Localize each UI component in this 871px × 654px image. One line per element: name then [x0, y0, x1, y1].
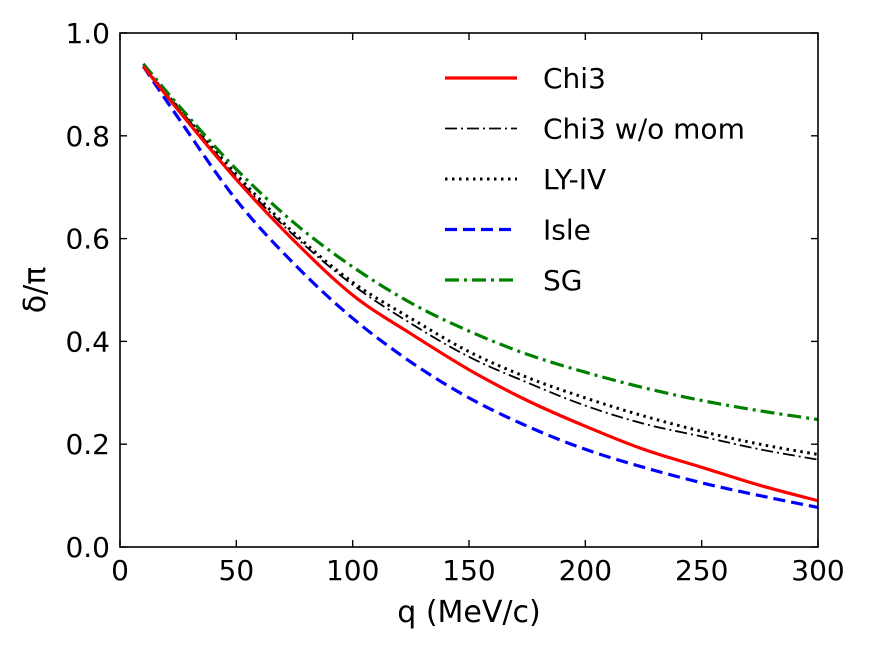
series-line-chi3-w-o-mom: [142, 65, 819, 461]
x-tick-label: 250: [675, 554, 728, 587]
series-line-ly-iv: [142, 65, 819, 456]
series-line-chi3: [142, 65, 819, 503]
x-tick-label: 300: [791, 554, 844, 587]
y-axis-label: δ/π: [18, 267, 53, 314]
x-tick-label: 200: [559, 554, 612, 587]
legend-label: Chi3: [543, 62, 606, 95]
series-line-sg: [142, 62, 819, 422]
x-tick-labels: 0 50 100 150 200 250 300: [111, 554, 845, 587]
y-tick-label: 0.0: [65, 531, 110, 564]
y-tick-label: 0.8: [65, 120, 110, 153]
legend-label: Chi3 w/o mom: [543, 113, 745, 146]
y-tick-label: 0.2: [65, 428, 110, 461]
x-tick-label: 50: [219, 554, 255, 587]
legend-label: SG: [543, 264, 582, 297]
legend-label: Isle: [543, 214, 591, 247]
y-tick-label: 0.4: [65, 325, 110, 358]
y-tick-labels: 0.0 0.2 0.4 0.6 0.8 1.0: [65, 17, 110, 564]
plot-frame: [119, 32, 819, 548]
y-tick-label: 1.0: [65, 17, 110, 50]
y-tick-label: 0.6: [65, 223, 110, 256]
series-line-isle: [141, 65, 819, 509]
x-tick-label: 0: [111, 554, 129, 587]
legend: Chi3 Chi3 w/o mom LY-IV Isle SG: [445, 62, 745, 297]
x-tick-label: 100: [326, 554, 379, 587]
x-axis-label: q (MeV/c): [397, 595, 540, 630]
x-tick-label: 150: [442, 554, 495, 587]
legend-label: LY-IV: [543, 163, 606, 196]
series-layer: [141, 62, 819, 509]
